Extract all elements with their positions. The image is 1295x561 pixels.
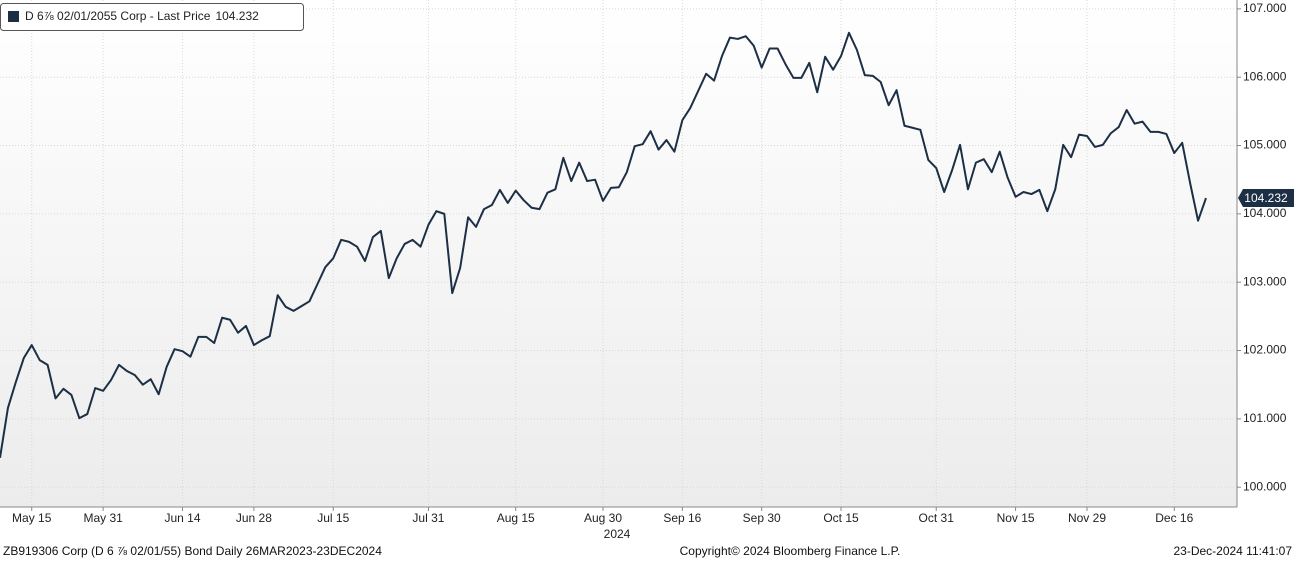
x-tick-label: May 31 [83, 511, 123, 525]
y-tick-label: 106.000 [1243, 69, 1287, 83]
y-tick-label: 102.000 [1243, 343, 1287, 357]
x-tick-label: Jul 15 [317, 511, 349, 525]
x-tick-label: Aug 15 [497, 511, 535, 525]
x-tick-label: Jul 31 [412, 511, 444, 525]
plot-background [0, 0, 1237, 507]
x-tick-label: Jun 28 [236, 511, 272, 525]
y-tick-label: 103.000 [1243, 274, 1287, 288]
x-tick-label: Aug 30 [584, 511, 622, 525]
x-tick-label: Jun 14 [164, 511, 200, 525]
legend-swatch [8, 11, 19, 22]
legend: D 6⅞ 02/01/2055 Corp - Last Price 104.23… [0, 3, 304, 31]
y-tick-label: 104.000 [1243, 206, 1287, 220]
price-line [0, 31, 1207, 458]
x-tick-label: May 15 [12, 511, 52, 525]
x-tick-label: Dec 16 [1155, 511, 1193, 525]
x-tick-label: Sep 30 [743, 511, 781, 525]
last-price-label: 104.232 [1244, 191, 1288, 205]
y-tick-label: 100.000 [1243, 479, 1287, 493]
legend-value: 104.232 [215, 9, 259, 23]
x-tick-label: Nov 15 [997, 511, 1035, 525]
footer-center: Copyright© 2024 Bloomberg Finance L.P. [680, 544, 901, 558]
footer-left: ZB919306 Corp (D 6 ⅞ 02/01/55) Bond Dail… [3, 544, 382, 558]
grid [0, 0, 1237, 507]
x-tick-label: Oct 31 [919, 511, 955, 525]
legend-box [0, 3, 304, 31]
x-tick-label: Oct 15 [823, 511, 859, 525]
year-label: 2024 [604, 527, 631, 541]
footer-right: 23-Dec-2024 11:41:07 [1173, 544, 1292, 558]
legend-label: D 6⅞ 02/01/2055 Corp - Last Price [25, 9, 211, 23]
x-tick-label: Nov 29 [1068, 511, 1106, 525]
y-tick-label: 101.000 [1243, 411, 1287, 425]
marks [0, 31, 1207, 458]
last-price-tag [1238, 189, 1294, 208]
x-tick-label: Sep 16 [663, 511, 701, 525]
y-tick-label: 105.000 [1243, 138, 1287, 152]
y-tick-label: 107.000 [1243, 1, 1287, 15]
